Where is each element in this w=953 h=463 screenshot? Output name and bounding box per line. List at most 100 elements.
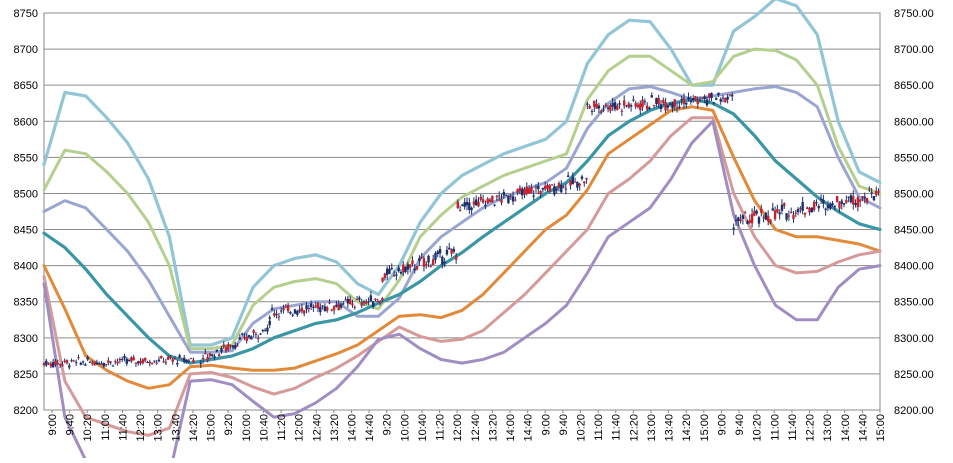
candle-body (211, 354, 214, 357)
candle-body (408, 264, 412, 268)
candle-body (314, 305, 317, 307)
candle-body (650, 95, 653, 98)
candle-body (495, 195, 499, 197)
candle-body (305, 305, 308, 310)
candle-body (155, 362, 158, 364)
candle-body (780, 204, 784, 211)
y-tick-label-right: 8400.00 (894, 261, 934, 273)
x-tick-label: 9:40 (558, 414, 570, 435)
candle-body (238, 337, 242, 340)
candle-body (680, 98, 683, 100)
candle-body (204, 352, 207, 355)
y-tick-label-left: 8350 (14, 297, 38, 309)
candle-body (475, 199, 478, 206)
candle-body (162, 361, 165, 363)
x-tick-label: 12:40 (470, 414, 482, 442)
candle-body (116, 361, 119, 364)
candle-body (74, 362, 78, 364)
candle-body (369, 295, 373, 302)
candle-body (422, 258, 426, 267)
candle-body (737, 217, 740, 221)
candle-body (546, 184, 549, 189)
candle-body (56, 363, 59, 365)
x-tick-label: 9:20 (223, 414, 235, 435)
candle-body (778, 212, 781, 215)
x-tick-label: 13:40 (664, 414, 676, 442)
y-tick-label-right: 8250.00 (894, 369, 934, 381)
candle-body (286, 304, 290, 312)
candle-body (849, 195, 853, 203)
candle-body (388, 268, 391, 274)
candle-body (240, 333, 244, 335)
candle-body (42, 362, 46, 366)
candle-body (712, 102, 716, 104)
candle-body (504, 194, 508, 196)
candle-body (371, 301, 375, 307)
candle-body (399, 271, 403, 274)
candle-body (321, 305, 324, 307)
candle-body (543, 185, 547, 190)
candle-body (728, 94, 732, 96)
candle-body (68, 365, 71, 368)
candle-body (107, 360, 110, 363)
candle-body (367, 301, 370, 303)
candle-body (109, 361, 112, 363)
candle-body (427, 255, 430, 263)
candle-body (171, 359, 174, 362)
candle-body (284, 306, 288, 308)
candle-body (461, 204, 464, 207)
candle-body (268, 317, 271, 319)
candle-body (114, 361, 117, 363)
x-tick-label: 15:00 (875, 414, 887, 442)
candle-body (176, 362, 179, 365)
candle-body (298, 309, 301, 312)
candle-body (183, 357, 186, 362)
candle-body (514, 199, 517, 201)
candle-body (870, 192, 873, 194)
candle-body (413, 268, 416, 271)
x-tick-label: 12:40 (311, 414, 323, 442)
candle-body (590, 111, 594, 113)
candle-body (266, 327, 269, 332)
candle-body (91, 362, 94, 364)
candle-body (102, 362, 105, 367)
candle-body (259, 333, 262, 335)
y-tick-label-left: 8600 (14, 116, 38, 128)
candle-body (573, 181, 577, 183)
candle-body (120, 358, 124, 360)
candle-body (861, 196, 864, 198)
candle-body (525, 186, 528, 194)
candle-body (877, 191, 880, 193)
candle-body (739, 219, 742, 222)
candle-body (801, 202, 804, 211)
candle-body (530, 186, 533, 193)
x-tick-label: 15:00 (699, 414, 711, 442)
candle-body (500, 199, 503, 203)
candle-body (643, 101, 647, 103)
y-tick-label-right: 8550.00 (894, 152, 934, 164)
y-tick-label-left: 8750 (14, 8, 38, 20)
candle-body (555, 189, 558, 191)
candle-body (671, 102, 674, 109)
candle-body (208, 353, 212, 356)
candle-body (484, 204, 487, 207)
x-tick-label: 9:00 (47, 414, 59, 435)
candle-body (88, 361, 92, 363)
candle-body (335, 304, 338, 307)
candle-body (732, 227, 735, 230)
candle-body (180, 358, 184, 360)
candle-body (164, 362, 168, 364)
candle-body (541, 187, 545, 190)
x-tick-label: 10:40 (417, 414, 429, 442)
candle-body (794, 212, 797, 214)
candle-body (353, 306, 356, 308)
candle-body (328, 302, 331, 304)
x-tick-label: 10:20 (752, 414, 764, 442)
x-tick-label: 11:20 (276, 414, 288, 441)
candle-body (762, 217, 765, 219)
candle-body (362, 301, 366, 303)
series-line-mid (42, 97, 882, 365)
candle-body (634, 103, 637, 107)
candle-body (502, 192, 505, 196)
